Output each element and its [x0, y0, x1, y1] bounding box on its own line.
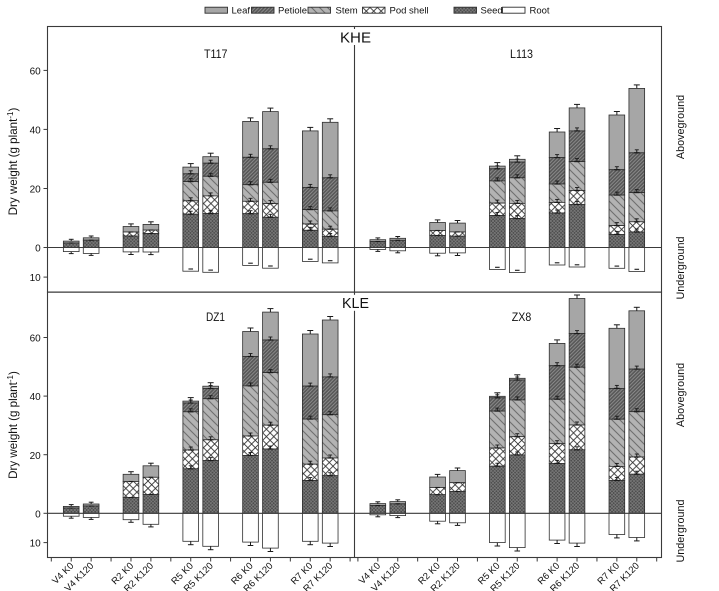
svg-text:T117: T117 [204, 47, 228, 61]
svg-text:L113: L113 [510, 47, 533, 61]
svg-text:10: 10 [30, 273, 42, 284]
svg-text:DZ1: DZ1 [206, 310, 225, 324]
svg-text:40: 40 [30, 392, 42, 403]
svg-text:10: 10 [30, 539, 42, 550]
svg-text:KLE: KLE [342, 295, 369, 312]
svg-text:Underground: Underground [675, 499, 687, 562]
svg-text:KHE: KHE [340, 29, 371, 46]
svg-text:20: 20 [30, 451, 42, 462]
svg-text:Leaf: Leaf [232, 6, 251, 17]
svg-text:20: 20 [30, 185, 42, 196]
svg-text:60: 60 [30, 334, 42, 345]
svg-text:Dry weight (g plant-1): Dry weight (g plant-1) [6, 108, 20, 216]
svg-text:Aboveground: Aboveground [675, 363, 687, 427]
svg-text:Stem: Stem [336, 6, 358, 17]
svg-text:Root: Root [530, 6, 550, 17]
svg-text:0: 0 [35, 509, 41, 520]
svg-text:0: 0 [35, 244, 41, 255]
svg-text:40: 40 [30, 126, 42, 137]
svg-text:Dry weight (g plant-1): Dry weight (g plant-1) [6, 371, 20, 479]
svg-text:Petiole: Petiole [278, 6, 307, 17]
svg-text:Underground: Underground [675, 236, 687, 299]
svg-text:Seed: Seed [481, 6, 503, 17]
svg-text:Pod shell: Pod shell [390, 6, 429, 17]
svg-text:60: 60 [30, 67, 42, 78]
svg-text:ZX8: ZX8 [512, 310, 532, 324]
svg-text:Aboveground: Aboveground [675, 95, 687, 159]
